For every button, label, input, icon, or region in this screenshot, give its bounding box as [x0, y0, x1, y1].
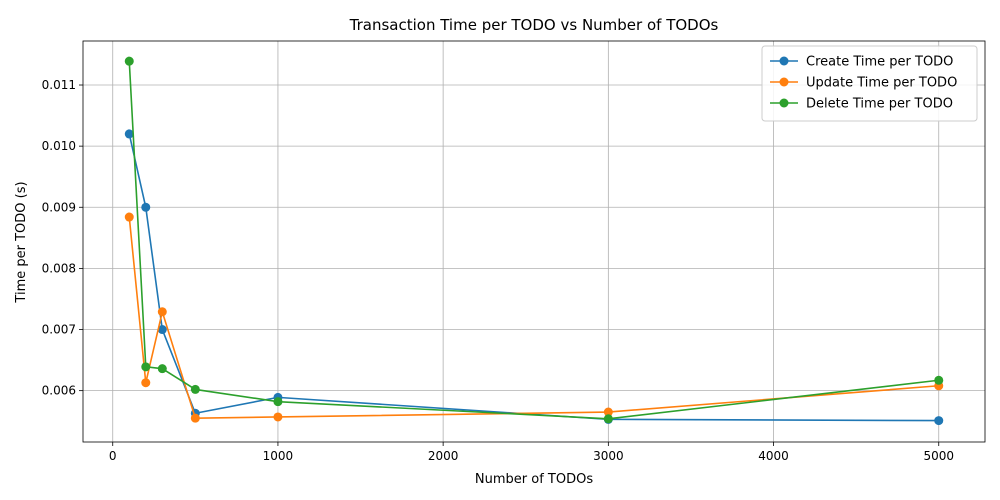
y-tick-label: 0.007 [42, 323, 76, 337]
x-tick-label: 0 [109, 449, 117, 463]
y-tick-label: 0.008 [42, 261, 76, 275]
y-tick-label: 0.009 [42, 200, 76, 214]
x-tick-label: 2000 [428, 449, 459, 463]
data-point [190, 384, 200, 394]
x-tick-label: 3000 [593, 449, 624, 463]
data-point [934, 416, 944, 426]
series [124, 56, 944, 424]
plot-area-frame [82, 40, 986, 443]
series-line [128, 133, 939, 422]
data-point [124, 212, 134, 222]
series [124, 129, 944, 426]
x-axis-ticks: 0 1000 2000 3000 4000 5000 [109, 442, 954, 463]
chart-title: Transaction Time per TODO vs Number of T… [349, 16, 719, 34]
data-point [141, 378, 151, 388]
x-tick-label: 5000 [923, 449, 954, 463]
data-point [157, 325, 167, 335]
legend-box [761, 45, 978, 122]
data-point [141, 362, 151, 372]
legend-marker [779, 98, 789, 108]
legend-label: Create Time per TODO [806, 55, 953, 70]
data-point [273, 397, 283, 407]
legend-label: Update Time per TODO [806, 76, 957, 91]
x-tick-label: 1000 [263, 449, 294, 463]
y-axis-label: Time per TODO (s) [14, 181, 29, 303]
data-point [190, 413, 200, 423]
series-line [128, 216, 939, 419]
data-point [603, 407, 613, 417]
series [124, 212, 944, 423]
y-axis-ticks: 0.006 0.007 0.008 0.009 0.010 0.011 [42, 78, 83, 398]
data-point [603, 414, 613, 424]
legend-marker [779, 56, 789, 66]
data-point [157, 364, 167, 374]
series-lines [124, 56, 944, 426]
data-point [124, 129, 134, 139]
legend: Create Time per TODO Update Time per TODO… [761, 45, 978, 122]
data-point [934, 375, 944, 385]
data-point [157, 307, 167, 317]
data-point [124, 56, 134, 66]
y-tick-label: 0.010 [42, 139, 76, 153]
x-axis-label: Number of TODOs [475, 472, 593, 487]
data-point [273, 412, 283, 422]
y-tick-label: 0.006 [42, 384, 76, 398]
x-tick-label: 4000 [758, 449, 789, 463]
data-point [141, 202, 151, 212]
legend-label: Delete Time per TODO [806, 97, 953, 112]
y-tick-label: 0.011 [42, 78, 76, 92]
legend-marker [779, 77, 789, 87]
